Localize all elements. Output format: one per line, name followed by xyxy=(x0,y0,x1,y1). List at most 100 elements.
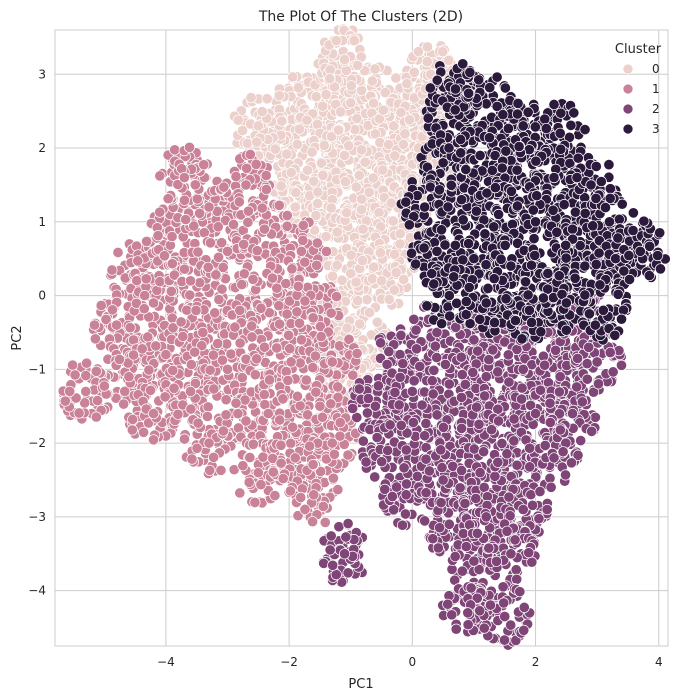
cluster-1-point xyxy=(59,395,71,407)
cluster-2-point xyxy=(492,456,504,468)
cluster-2-point xyxy=(384,419,396,431)
cluster-1-point xyxy=(249,369,261,381)
cluster-2-point xyxy=(539,359,551,371)
cluster-1-point xyxy=(271,282,283,294)
cluster-1-point xyxy=(275,439,287,451)
cluster-1-point xyxy=(158,250,171,262)
cluster-0-point xyxy=(331,259,343,271)
cluster-2-point xyxy=(478,446,490,458)
cluster-0-point xyxy=(318,139,330,151)
cluster-1-point xyxy=(90,411,102,423)
cluster-1-point xyxy=(194,207,206,219)
cluster-1-point xyxy=(274,318,286,330)
cluster-1-point xyxy=(307,312,319,324)
cluster-1-point xyxy=(98,380,110,392)
cluster-1-point xyxy=(180,214,192,226)
cluster-1-point xyxy=(267,466,279,478)
cluster-1-point xyxy=(351,347,363,359)
cluster-2-point xyxy=(571,381,583,393)
cluster-2-point xyxy=(480,511,492,523)
cluster-0-point xyxy=(336,274,348,286)
cluster-1-point xyxy=(64,385,76,397)
cluster-0-point xyxy=(312,186,324,198)
cluster-1-point xyxy=(291,390,304,402)
cluster-1-point xyxy=(240,415,252,427)
cluster-2-point xyxy=(394,371,406,383)
cluster-1-point xyxy=(262,408,274,420)
cluster-2-point xyxy=(576,396,588,408)
cluster-1-point xyxy=(311,237,323,249)
cluster-1-point xyxy=(202,401,214,413)
cluster-1-point xyxy=(258,389,270,401)
cluster-0-point xyxy=(369,128,382,140)
cluster-0-point xyxy=(281,148,293,160)
cluster-0-point xyxy=(377,164,389,176)
cluster-2-point xyxy=(575,435,587,447)
cluster-2-point xyxy=(398,462,410,474)
cluster-1-point xyxy=(328,448,340,460)
cluster-0-point xyxy=(356,193,368,205)
cluster-2-point xyxy=(468,443,480,455)
cluster-1-point xyxy=(225,348,237,360)
cluster-1-point xyxy=(160,349,172,361)
cluster-1-point xyxy=(220,394,232,406)
cluster-0-point xyxy=(408,66,420,78)
cluster-1-point xyxy=(240,353,252,365)
cluster-2-point xyxy=(410,324,422,336)
cluster-2-point xyxy=(508,435,520,447)
cluster-0-point xyxy=(394,238,406,250)
cluster-2-point xyxy=(436,462,448,474)
cluster-2-point xyxy=(511,573,523,585)
cluster-1-point xyxy=(175,316,187,328)
cluster-0-point xyxy=(383,139,395,151)
cluster-0-point xyxy=(390,266,402,279)
cluster-1-point xyxy=(216,283,228,295)
cluster-1-point xyxy=(159,391,171,403)
cluster-1-point xyxy=(249,496,261,509)
cluster-2-point xyxy=(503,376,515,388)
cluster-2-point xyxy=(486,424,498,436)
cluster-2-point xyxy=(508,413,520,425)
cluster-1-point xyxy=(140,273,152,285)
cluster-0-point xyxy=(317,100,329,112)
cluster-1-point xyxy=(227,218,240,231)
cluster-0-point xyxy=(389,150,401,162)
cluster-2-point xyxy=(496,437,508,449)
cluster-2-point xyxy=(375,337,387,349)
cluster-2-point xyxy=(479,390,491,402)
cluster-1-point xyxy=(273,300,285,312)
cluster-1-point xyxy=(207,349,219,361)
cluster-2-point xyxy=(524,442,536,454)
cluster-1-point xyxy=(330,291,343,303)
cluster-0-point xyxy=(366,75,378,87)
cluster-2-point xyxy=(419,430,431,442)
cluster-2-point xyxy=(489,470,501,482)
cluster-0-point xyxy=(351,112,363,125)
cluster-2-point xyxy=(550,344,562,356)
cluster-2-point xyxy=(529,408,542,420)
cluster-1-point xyxy=(147,434,160,446)
cluster-1-point xyxy=(81,357,93,369)
cluster-0-point xyxy=(237,124,249,137)
cluster-2-point xyxy=(416,399,428,411)
cluster-0-point xyxy=(374,247,386,259)
cluster-1-point xyxy=(242,216,254,228)
cluster-2-point xyxy=(493,415,505,427)
cluster-2-point xyxy=(400,489,412,501)
cluster-1-point xyxy=(91,394,104,407)
cluster-2-point xyxy=(474,467,486,479)
cluster-1-point xyxy=(317,500,329,512)
cluster-1-point xyxy=(297,234,309,246)
cluster-1-point xyxy=(234,487,246,499)
cluster-0-point xyxy=(350,181,362,193)
cluster-1-point xyxy=(203,437,215,449)
cluster-1-point xyxy=(201,410,213,423)
cluster-1-point xyxy=(88,319,101,331)
cluster-1-point xyxy=(191,442,203,454)
cluster-0-point xyxy=(241,137,254,149)
cluster-2-point xyxy=(492,366,504,378)
cluster-2-point xyxy=(468,334,480,346)
cluster-2-point xyxy=(566,408,579,420)
cluster-1-point xyxy=(295,334,307,346)
cluster-0-point xyxy=(361,294,373,306)
